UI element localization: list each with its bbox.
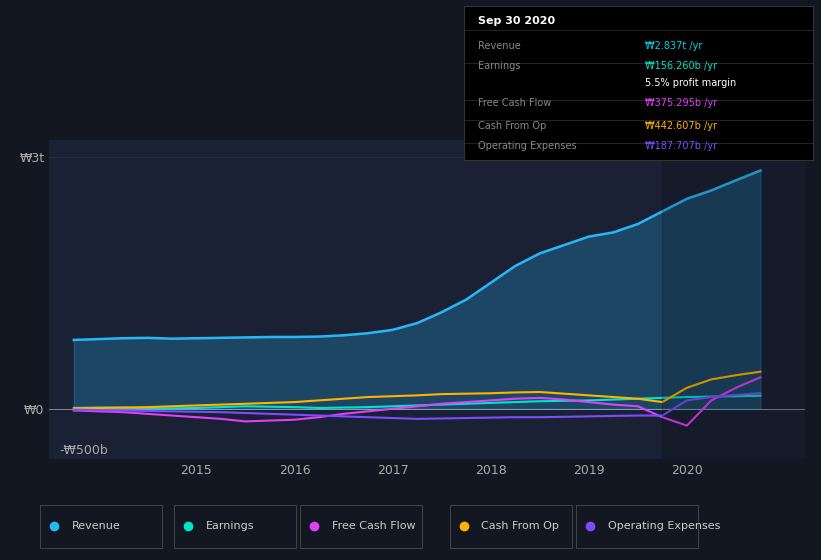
Text: ₩156.260b /yr: ₩156.260b /yr <box>645 60 718 71</box>
Text: Earnings: Earnings <box>478 60 521 71</box>
Text: Operating Expenses: Operating Expenses <box>478 141 576 151</box>
Text: Free Cash Flow: Free Cash Flow <box>478 97 551 108</box>
Text: Sep 30 2020: Sep 30 2020 <box>478 16 555 26</box>
Text: Cash From Op: Cash From Op <box>481 521 559 531</box>
Text: Operating Expenses: Operating Expenses <box>608 521 720 531</box>
Text: Cash From Op: Cash From Op <box>478 121 546 130</box>
Text: Earnings: Earnings <box>205 521 254 531</box>
Text: ₩375.295b /yr: ₩375.295b /yr <box>645 97 718 108</box>
Text: -₩500b: -₩500b <box>59 444 108 458</box>
Text: 5.5% profit margin: 5.5% profit margin <box>645 78 736 87</box>
Bar <box>663 140 805 459</box>
Text: Free Cash Flow: Free Cash Flow <box>332 521 415 531</box>
Text: Revenue: Revenue <box>478 41 521 50</box>
Text: ₩187.707b /yr: ₩187.707b /yr <box>645 141 718 151</box>
Text: Revenue: Revenue <box>71 521 121 531</box>
Text: ₩442.607b /yr: ₩442.607b /yr <box>645 121 718 130</box>
Text: ₩2.837t /yr: ₩2.837t /yr <box>645 41 703 50</box>
